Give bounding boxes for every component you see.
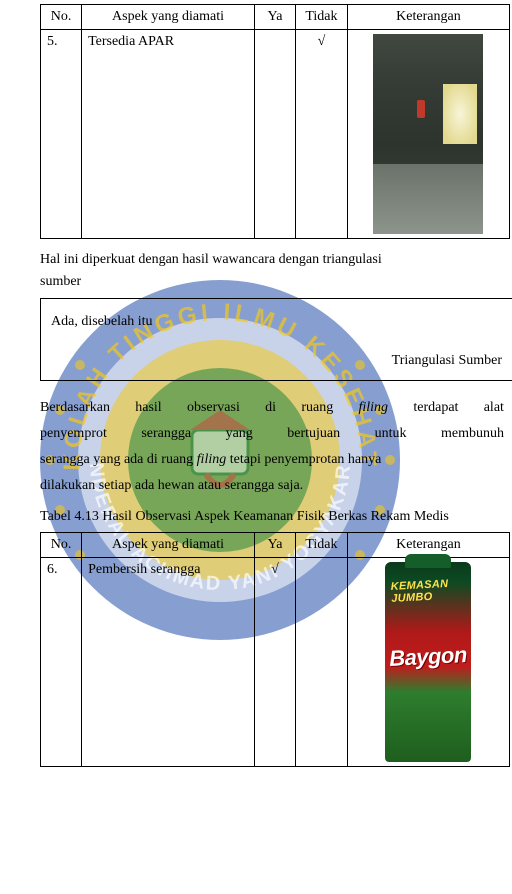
th-aspek: Aspek yang diamati (82, 5, 255, 30)
th-no: No. (41, 5, 82, 30)
cell-tidak (296, 558, 348, 767)
table-2-caption: Tabel 4.13 Hasil Observasi Aspek Keamana… (40, 505, 500, 528)
cell-aspek: Pembersih serangga (82, 558, 255, 767)
cell-ket (347, 30, 509, 239)
observation-paragraph: Berdasarkan hasil observasi di ruang fil… (40, 395, 504, 499)
table-row: 6. Pembersih serangga √ KEMASAN JUMBO Ba… (41, 558, 510, 767)
paragraph-intro: Hal ini diperkuat dengan hasil wawancara… (40, 247, 502, 272)
table-row: 5. Tersedia APAR √ (41, 30, 510, 239)
th-tidak: Tidak (296, 533, 348, 558)
cell-aspek: Tersedia APAR (82, 30, 255, 239)
th-ket: Keterangan (347, 5, 509, 30)
th-aspek: Aspek yang diamati (82, 533, 255, 558)
cell-no: 6. (41, 558, 82, 767)
interview-quote-box: Ada, disebelah itu Triangulasi Sumber (40, 298, 512, 381)
cell-ya: √ (254, 558, 295, 767)
quote-signature: Triangulasi Sumber (51, 348, 504, 375)
sumber-word: sumber (40, 274, 512, 290)
th-tidak: Tidak (296, 5, 348, 30)
th-no: No. (41, 533, 82, 558)
baygon-can-photo: KEMASAN JUMBO Baygon (385, 562, 471, 762)
th-ya: Ya (254, 5, 295, 30)
observation-table-1: No. Aspek yang diamati Ya Tidak Keterang… (40, 4, 510, 239)
observation-table-2: No. Aspek yang diamati Ya Tidak Keterang… (40, 532, 510, 767)
cell-no: 5. (41, 30, 82, 239)
cell-tidak: √ (296, 30, 348, 239)
quote-text: Ada, disebelah itu (51, 309, 504, 336)
cell-ket: KEMASAN JUMBO Baygon (347, 558, 509, 767)
hallway-photo (373, 34, 483, 234)
cell-ya (254, 30, 295, 239)
th-ya: Ya (254, 533, 295, 558)
